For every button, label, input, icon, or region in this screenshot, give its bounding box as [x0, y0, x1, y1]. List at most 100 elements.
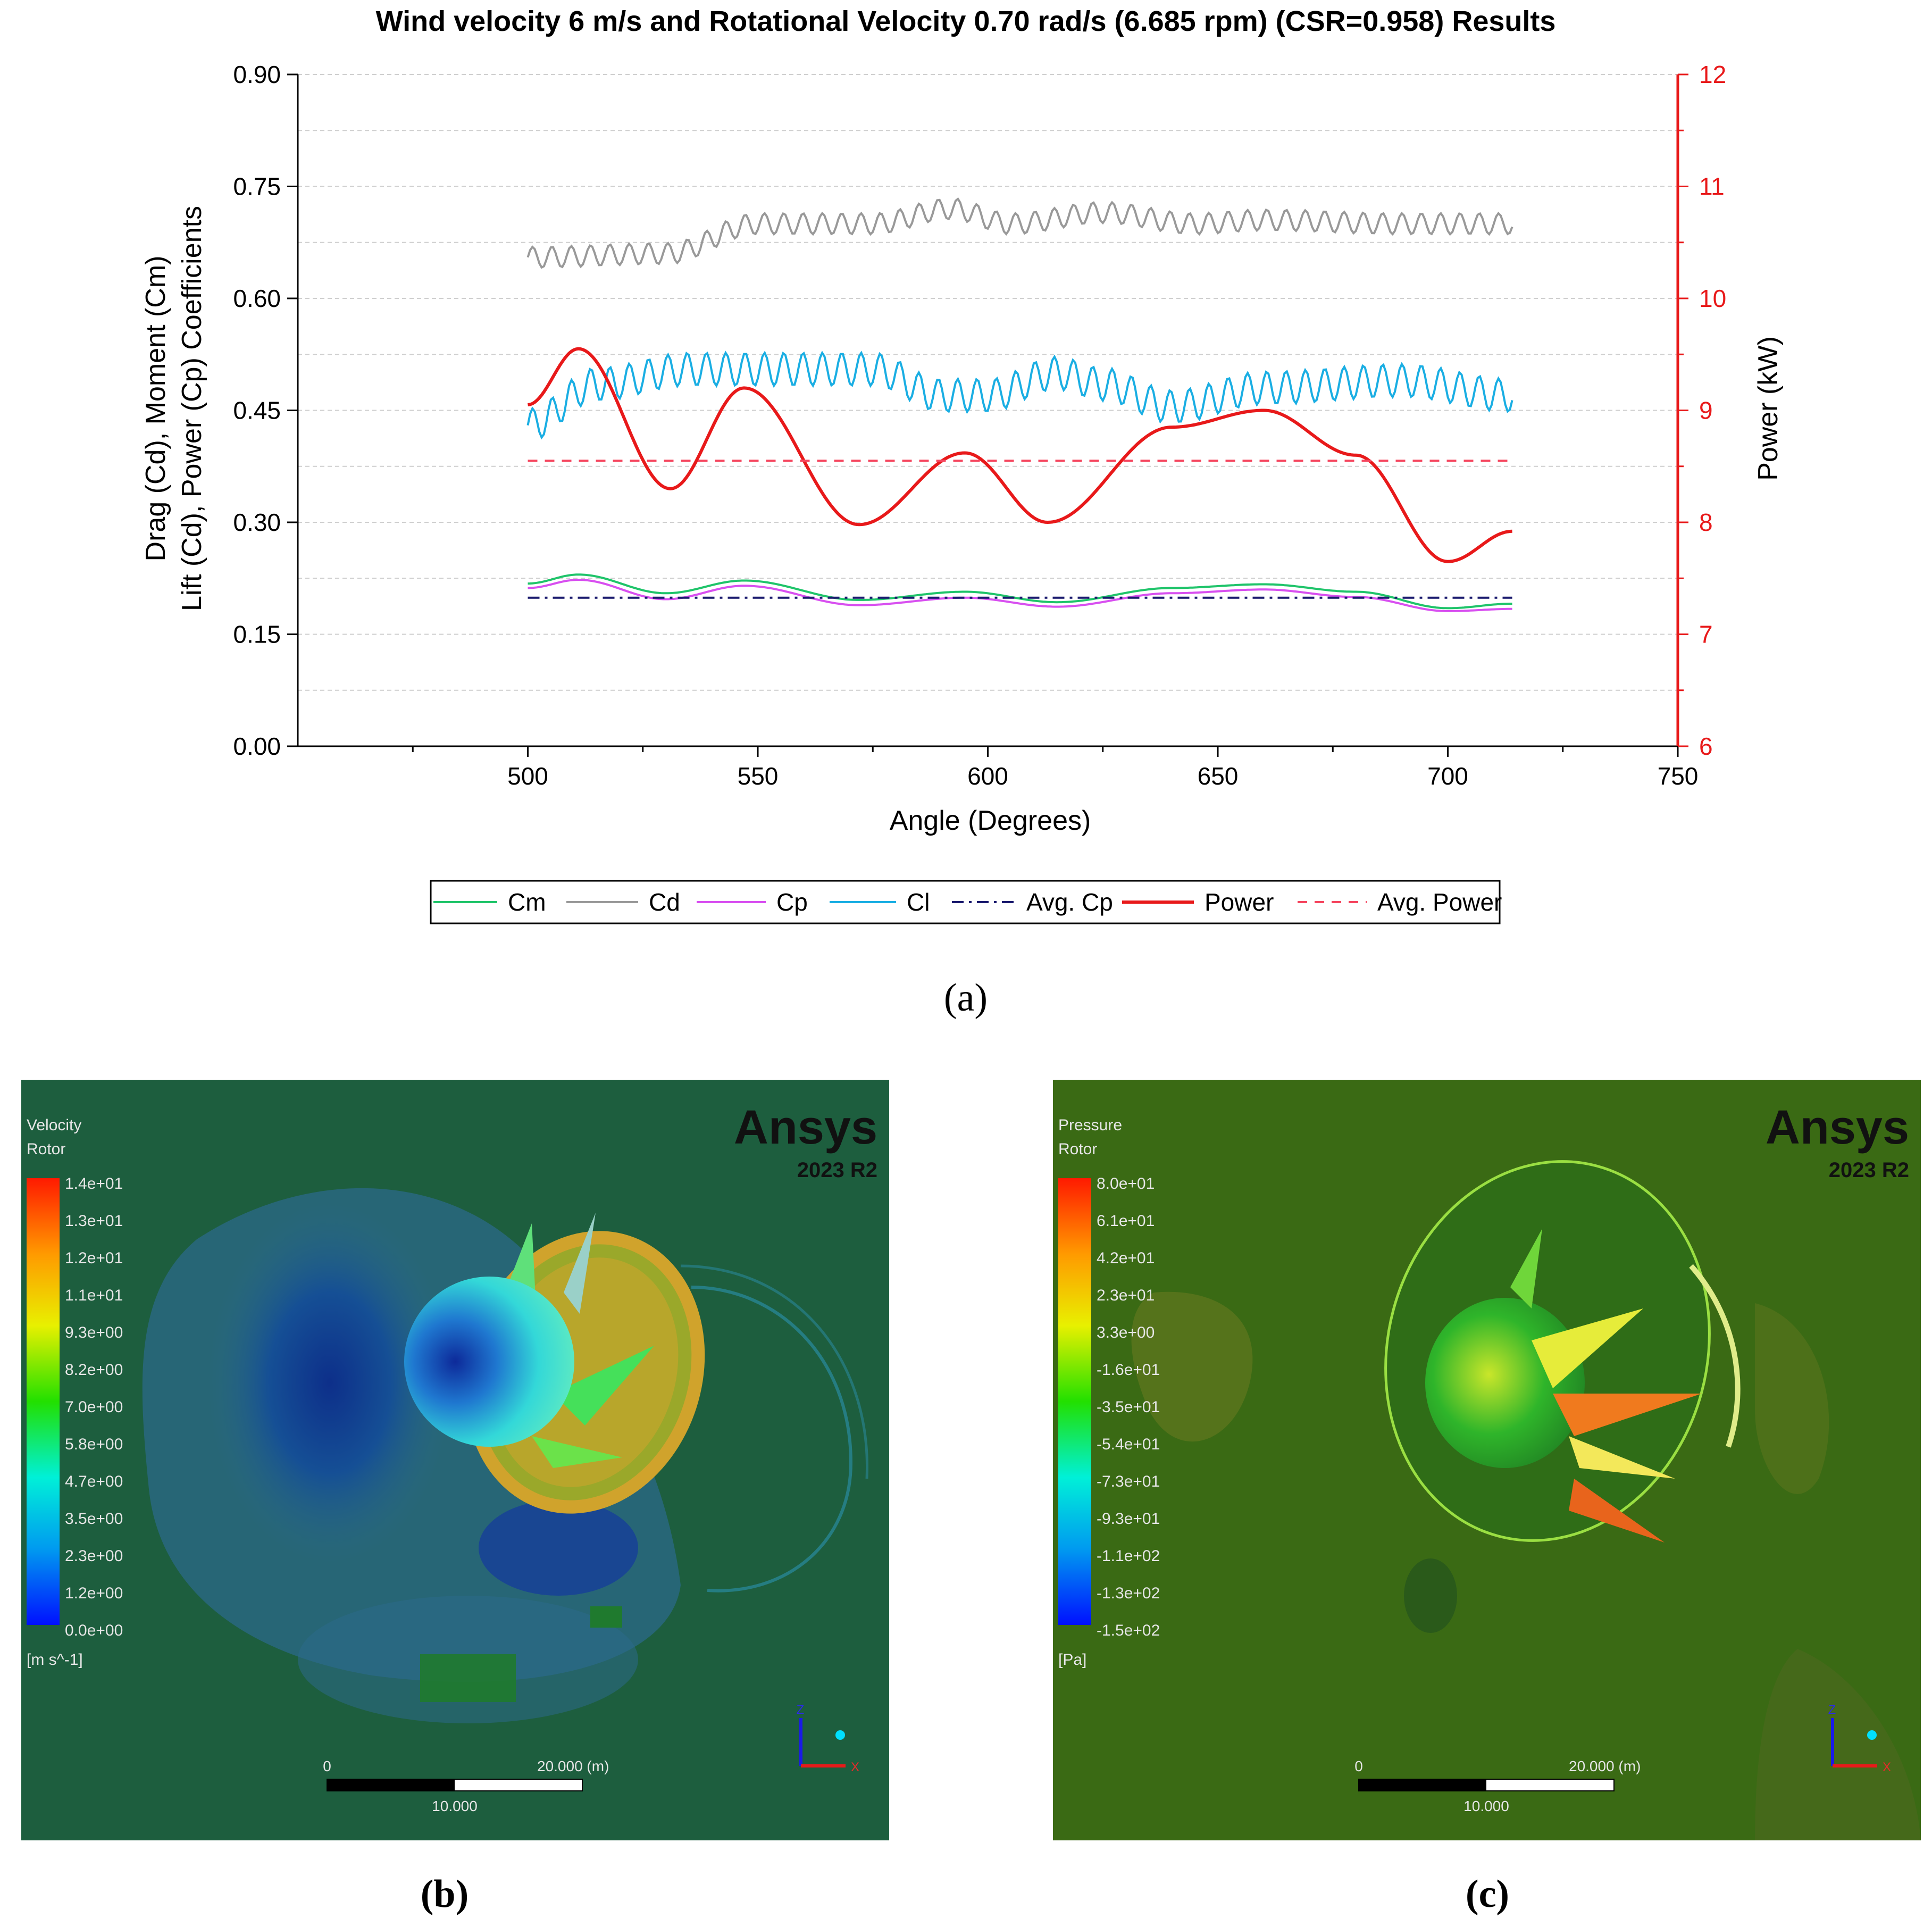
scale-mid: 10.000 [432, 1798, 478, 1814]
legend-label: Avg. Power [1377, 888, 1502, 916]
series-line-cp [528, 579, 1512, 612]
ticks: 500 550 600 650 700 750 0.00 0.15 0.30 0.45 0.60 0.… [233, 61, 1726, 790]
pressure-contour-panel: Pressure Rotor 8.0e+01 6.1e+01 4.2e+01 2.3e… [1053, 1080, 1921, 1916]
legend: Cm Cd Cp Cl Avg. Cp Power Avg. Power [430, 880, 1502, 924]
velocity-legend-subtitle: Rotor [27, 1140, 65, 1158]
panel-label-b: (b) [421, 1872, 469, 1916]
ansys-version: 2023 R2 [797, 1158, 877, 1182]
legend-value: 8.2e+00 [65, 1361, 123, 1379]
velocity-color-bar [27, 1178, 60, 1625]
panel-label-c: (c) [1466, 1872, 1509, 1916]
scale-start: 0 [1354, 1758, 1363, 1774]
legend-value: -7.3e+01 [1097, 1473, 1160, 1490]
legend-value: 4.7e+00 [65, 1473, 123, 1490]
y-left-tick-label: 0.30 [233, 508, 281, 536]
legend-value: 1.1e+01 [65, 1287, 123, 1304]
legend-value: -1.6e+01 [1097, 1361, 1160, 1379]
x-axis-label: Angle (Degrees) [890, 805, 1091, 836]
legend-value: 9.3e+00 [65, 1324, 123, 1341]
legend-label: Power [1205, 888, 1274, 916]
pressure-legend-subtitle: Rotor [1058, 1140, 1097, 1158]
legend-value: -9.3e+01 [1097, 1510, 1160, 1528]
y-left-tick-label: 0.15 [233, 621, 281, 648]
legend-value: 5.8e+00 [65, 1436, 123, 1453]
x-tick-label: 700 [1427, 762, 1468, 790]
legend-value: 3.5e+00 [65, 1510, 123, 1528]
pressure-legend-labels: 8.0e+01 6.1e+01 4.2e+01 2.3e+01 3.3e+00 -1.6e… [1097, 1175, 1160, 1639]
y-left-tick-label: 0.90 [233, 61, 281, 88]
ansys-logo: Ansys [1766, 1101, 1909, 1154]
legend-value: 1.3e+01 [65, 1212, 123, 1230]
scale-mid: 10.000 [1463, 1798, 1509, 1814]
series-line-cl [526, 351, 1513, 440]
velocity-contour-panel: Velocity Rotor 1.4e+01 1.3e+01 1.2e+01 1.1e… [21, 1080, 889, 1916]
legend-value: 8.0e+01 [1097, 1175, 1155, 1193]
x-tick-label: 750 [1658, 762, 1699, 790]
y-right-tick-label: 10 [1699, 285, 1726, 312]
x-tick-label: 550 [738, 762, 779, 790]
velocity-unit: [m s^-1] [27, 1651, 83, 1669]
y-left-label-line2: Lift (Cd), Power (Cp) Coefficients [177, 206, 207, 611]
y-right-tick-label: 11 [1699, 173, 1725, 201]
pressure-color-bar [1058, 1178, 1091, 1625]
legend-value: -1.1e+02 [1097, 1547, 1160, 1565]
ansys-version: 2023 R2 [1829, 1158, 1909, 1182]
y-right-tick-label: 9 [1699, 397, 1713, 424]
legend-value: -3.5e+01 [1097, 1398, 1160, 1416]
series-line-power [528, 347, 1512, 563]
y-right-tick-label: 12 [1699, 61, 1726, 88]
legend-value: 6.1e+01 [1097, 1212, 1155, 1230]
legend-value: 7.0e+00 [65, 1398, 123, 1416]
panel-label-a: (a) [944, 976, 988, 1020]
axis-x-label: X [851, 1760, 859, 1774]
legend-value: 1.4e+01 [65, 1175, 123, 1193]
legend-value: -1.3e+02 [1097, 1585, 1160, 1602]
legend-value: 2.3e+00 [65, 1547, 123, 1565]
axis-z-label: Z [797, 1703, 805, 1717]
y-left-tick-label: 0.45 [233, 397, 281, 424]
y-left-tick-label: 0.60 [233, 285, 281, 312]
scale-bar: 0 20.000 (m) 10.000 [1354, 1758, 1641, 1814]
x-tick-label: 500 [507, 762, 548, 790]
legend-label: Cm [508, 888, 546, 916]
gridlines [298, 74, 1678, 691]
series-line-cd [526, 197, 1513, 269]
y-right-tick-label: 8 [1699, 508, 1713, 536]
axis-z-label: Z [1828, 1703, 1836, 1717]
legend-value: -1.5e+02 [1097, 1622, 1160, 1639]
scale-end: 20.000 (m) [1569, 1758, 1641, 1774]
axis-x-label: X [1883, 1760, 1891, 1774]
ansys-logo: Ansys [734, 1101, 877, 1154]
y-left-tick-label: 0.75 [233, 173, 281, 201]
scale-bar: 0 20.000 (m) 10.000 [323, 1758, 609, 1814]
scale-start: 0 [323, 1758, 331, 1774]
y-right-tick-label: 7 [1699, 621, 1713, 648]
legend-value: 3.3e+00 [1097, 1324, 1155, 1341]
line-chart: Wind velocity 6 m/s and Rotational Veloc… [140, 5, 1784, 1020]
pressure-field-image [1131, 1160, 1921, 1840]
pressure-unit: [Pa] [1058, 1651, 1086, 1669]
legend-label: Cl [907, 888, 930, 916]
legend-value: 1.2e+00 [65, 1585, 123, 1602]
legend-label: Avg. Cp [1026, 888, 1113, 916]
velocity-legend-title: Velocity [27, 1116, 81, 1134]
legend-label: Cp [776, 888, 808, 916]
y-left-tick-label: 0.00 [233, 732, 281, 760]
legend-value: 4.2e+01 [1097, 1249, 1155, 1267]
pressure-legend-title: Pressure [1058, 1116, 1122, 1134]
legend-label: Cd [649, 888, 680, 916]
legend-value: -5.4e+01 [1097, 1436, 1160, 1453]
chart-title: Wind velocity 6 m/s and Rotational Veloc… [376, 5, 1556, 37]
velocity-field-image [142, 1188, 868, 1723]
x-tick-label: 600 [967, 762, 1008, 790]
x-tick-label: 650 [1198, 762, 1239, 790]
axis-triad: Z X [1828, 1703, 1891, 1774]
y-left-label-line1: Drag (Cd), Moment (Cm) [140, 256, 171, 562]
series-layer [526, 197, 1513, 612]
legend-value: 0.0e+00 [65, 1622, 123, 1639]
velocity-legend-labels: 1.4e+01 1.3e+01 1.2e+01 1.1e+01 9.3e+00 8.2e+… [65, 1175, 123, 1639]
legend-value: 2.3e+01 [1097, 1287, 1155, 1304]
y-right-tick-label: 6 [1699, 732, 1713, 760]
y-right-label: Power (kW) [1753, 336, 1784, 481]
